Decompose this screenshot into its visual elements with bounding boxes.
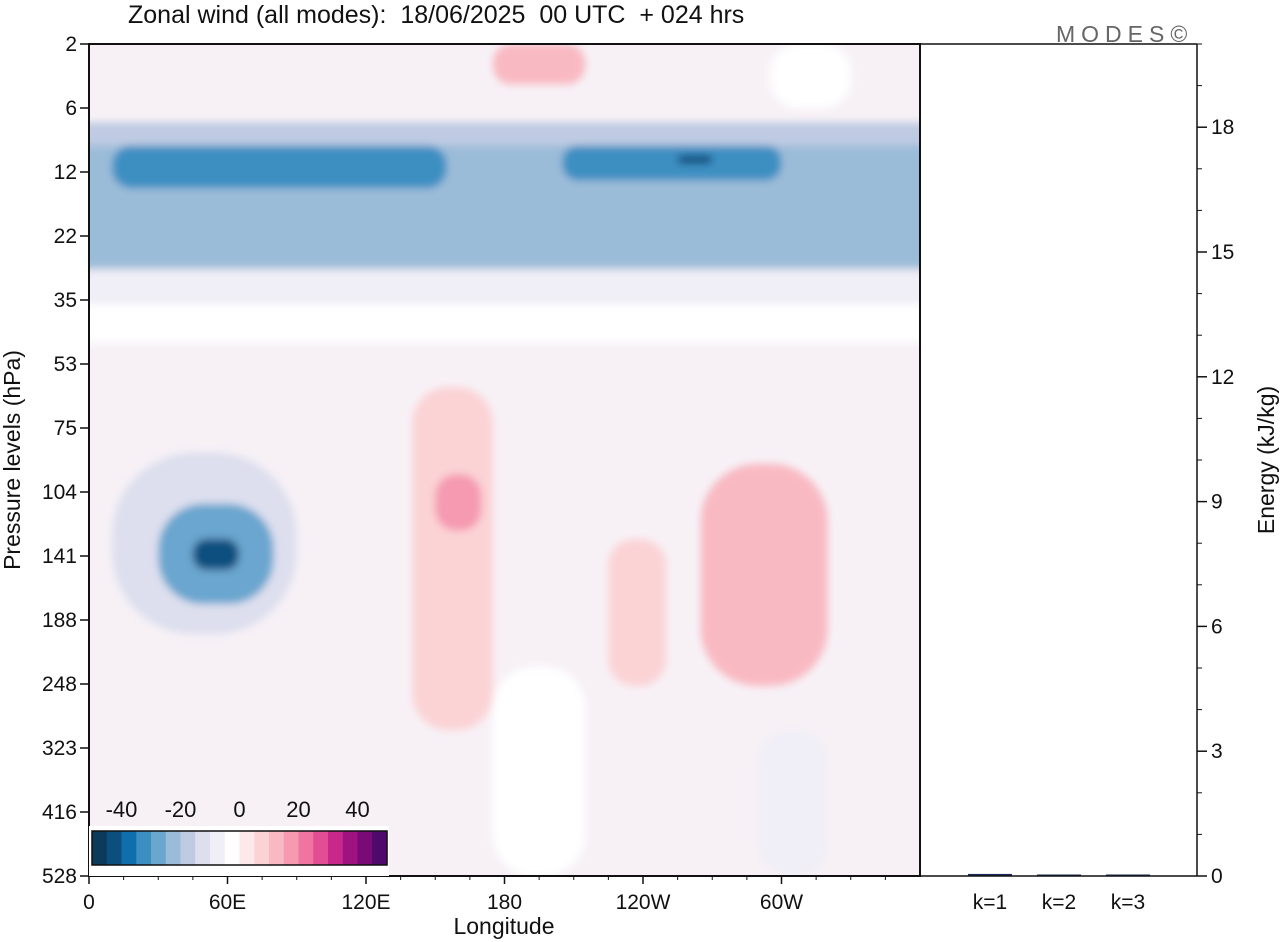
colorbar-cell-14: [283, 831, 300, 865]
longitude-tick-label-2: 120E: [341, 891, 390, 914]
wind-region-5: [677, 155, 713, 164]
colorbar-cell-3: [121, 831, 137, 865]
pressure-tick-label-6: 6: [65, 97, 77, 120]
brand-watermark: MODES©: [1056, 21, 1193, 47]
pressure-tick-label-35: 35: [54, 289, 77, 312]
energy-background: [920, 44, 1197, 876]
wind-region-16: [769, 44, 851, 108]
wind-region-11: [412, 386, 493, 731]
wind-region-15: [492, 44, 586, 85]
pressure-tick-label-141: 141: [42, 545, 77, 568]
energy-tick-label-12: 12: [1211, 366, 1234, 389]
colorbar-tick-label-1: -20: [165, 797, 197, 822]
energy-axis-label: Energy (kJ/kg): [1253, 386, 1279, 534]
colorbar-cell-11: [239, 831, 255, 865]
pressure-tick-label-75: 75: [54, 417, 77, 440]
wind-region-3: [112, 145, 447, 189]
colorbar-ticks: -40 -20 0 20 40: [106, 797, 370, 822]
pressure-tick-label-12: 12: [54, 161, 77, 184]
pressure-axis: 2 6 12 22 35 53 75 104 141 188 248 323 416 528: [42, 33, 89, 888]
colorbar-cell-16: [313, 831, 329, 865]
mode-tick-label-2: k=2: [1042, 891, 1076, 914]
wind-region-17: [492, 666, 586, 876]
longitude-tick-label-0: 0: [83, 891, 95, 914]
colorbar-cell-7: [180, 831, 196, 865]
pressure-tick-label-248: 248: [42, 673, 77, 696]
x-axis-label: Longitude: [453, 913, 554, 939]
wind-region-6: [89, 269, 920, 305]
colorbar-cell-5: [151, 831, 167, 865]
wind-region-18: [758, 730, 828, 876]
energy-panel: 0 3 6 9 12 15 18 k=1 k=2 k=3 Energy (kJ/kg): [919, 43, 1279, 914]
colorbar: -40 -20 0 20 40: [89, 797, 389, 876]
pressure-tick-label-323: 323: [42, 737, 77, 760]
colorbar-cells: [92, 831, 388, 865]
energy-tick-label-0: 0: [1211, 865, 1223, 888]
colorbar-tick-label-2: 0: [233, 797, 245, 822]
longitude-axis: 0 60E 120E 180 120W 60W: [83, 876, 886, 914]
pressure-tick-label-416: 416: [42, 801, 77, 824]
heatmap-regions: [89, 44, 920, 876]
colorbar-cell-2: [106, 831, 123, 865]
wind-region-4: [562, 145, 782, 181]
colorbar-cell-12: [254, 831, 270, 865]
colorbar-cell-17: [328, 831, 344, 865]
colorbar-cell-9: [210, 831, 226, 865]
colorbar-cell-19: [357, 831, 373, 865]
wind-region-7: [89, 304, 920, 343]
colorbar-cell-15: [298, 831, 314, 865]
colorbar-frame: [91, 830, 388, 866]
pressure-tick-label-22: 22: [54, 225, 77, 248]
colorbar-cell-4: [136, 831, 152, 865]
pressure-tick-label-53: 53: [54, 353, 77, 376]
wind-region-1: [89, 122, 920, 146]
colorbar-cell-6: [165, 831, 182, 865]
wind-region-13: [608, 538, 667, 686]
colorbar-cell-13: [269, 831, 285, 865]
chart-title: Zonal wind (all modes): 18/06/2025 00 UT…: [128, 1, 744, 29]
energy-axis: 0 3 6 9 12 15 18: [1197, 43, 1234, 888]
energy-tick-label-9: 9: [1211, 491, 1223, 514]
wind-region-10: [192, 538, 240, 570]
mode-tick-label-1: k=1: [973, 891, 1007, 914]
colorbar-cell-8: [195, 831, 211, 865]
longitude-tick-label-1: 60E: [209, 891, 246, 914]
energy-bar-1: [968, 873, 1012, 876]
colorbar-cell-1: [92, 831, 108, 865]
mode-axis: k=1 k=2 k=3: [973, 891, 1145, 914]
longitude-tick-label-3: 180: [487, 891, 522, 914]
colorbar-tick-label-3: 20: [286, 797, 310, 822]
heatmap-panel: 2 6 12 22 35 53 75 104 141 188 248 323 416 528 0 60E 12…: [0, 33, 921, 939]
colorbar-cell-18: [342, 831, 359, 865]
energy-tick-label-18: 18: [1211, 116, 1234, 139]
wind-region-12: [435, 474, 482, 531]
energy-tick-label-15: 15: [1211, 241, 1234, 264]
mode-tick-label-3: k=3: [1111, 891, 1145, 914]
longitude-tick-label-4: 120W: [616, 891, 671, 914]
colorbar-tick-label-0: -40: [106, 797, 138, 822]
pressure-tick-label-2: 2: [65, 33, 77, 56]
pressure-tick-label-104: 104: [42, 481, 77, 504]
colorbar-cell-20: [372, 831, 388, 865]
longitude-tick-label-5: 60W: [760, 891, 803, 914]
pressure-tick-label-528: 528: [42, 865, 77, 888]
pressure-tick-label-188: 188: [42, 609, 77, 632]
y-axis-label: Pressure levels (hPa): [0, 350, 25, 570]
energy-tick-label-3: 3: [1211, 740, 1223, 763]
wind-region-14: [700, 463, 828, 686]
colorbar-tick-label-4: 40: [345, 797, 369, 822]
colorbar-cell-10: [224, 831, 241, 865]
energy-tick-label-6: 6: [1211, 615, 1223, 638]
